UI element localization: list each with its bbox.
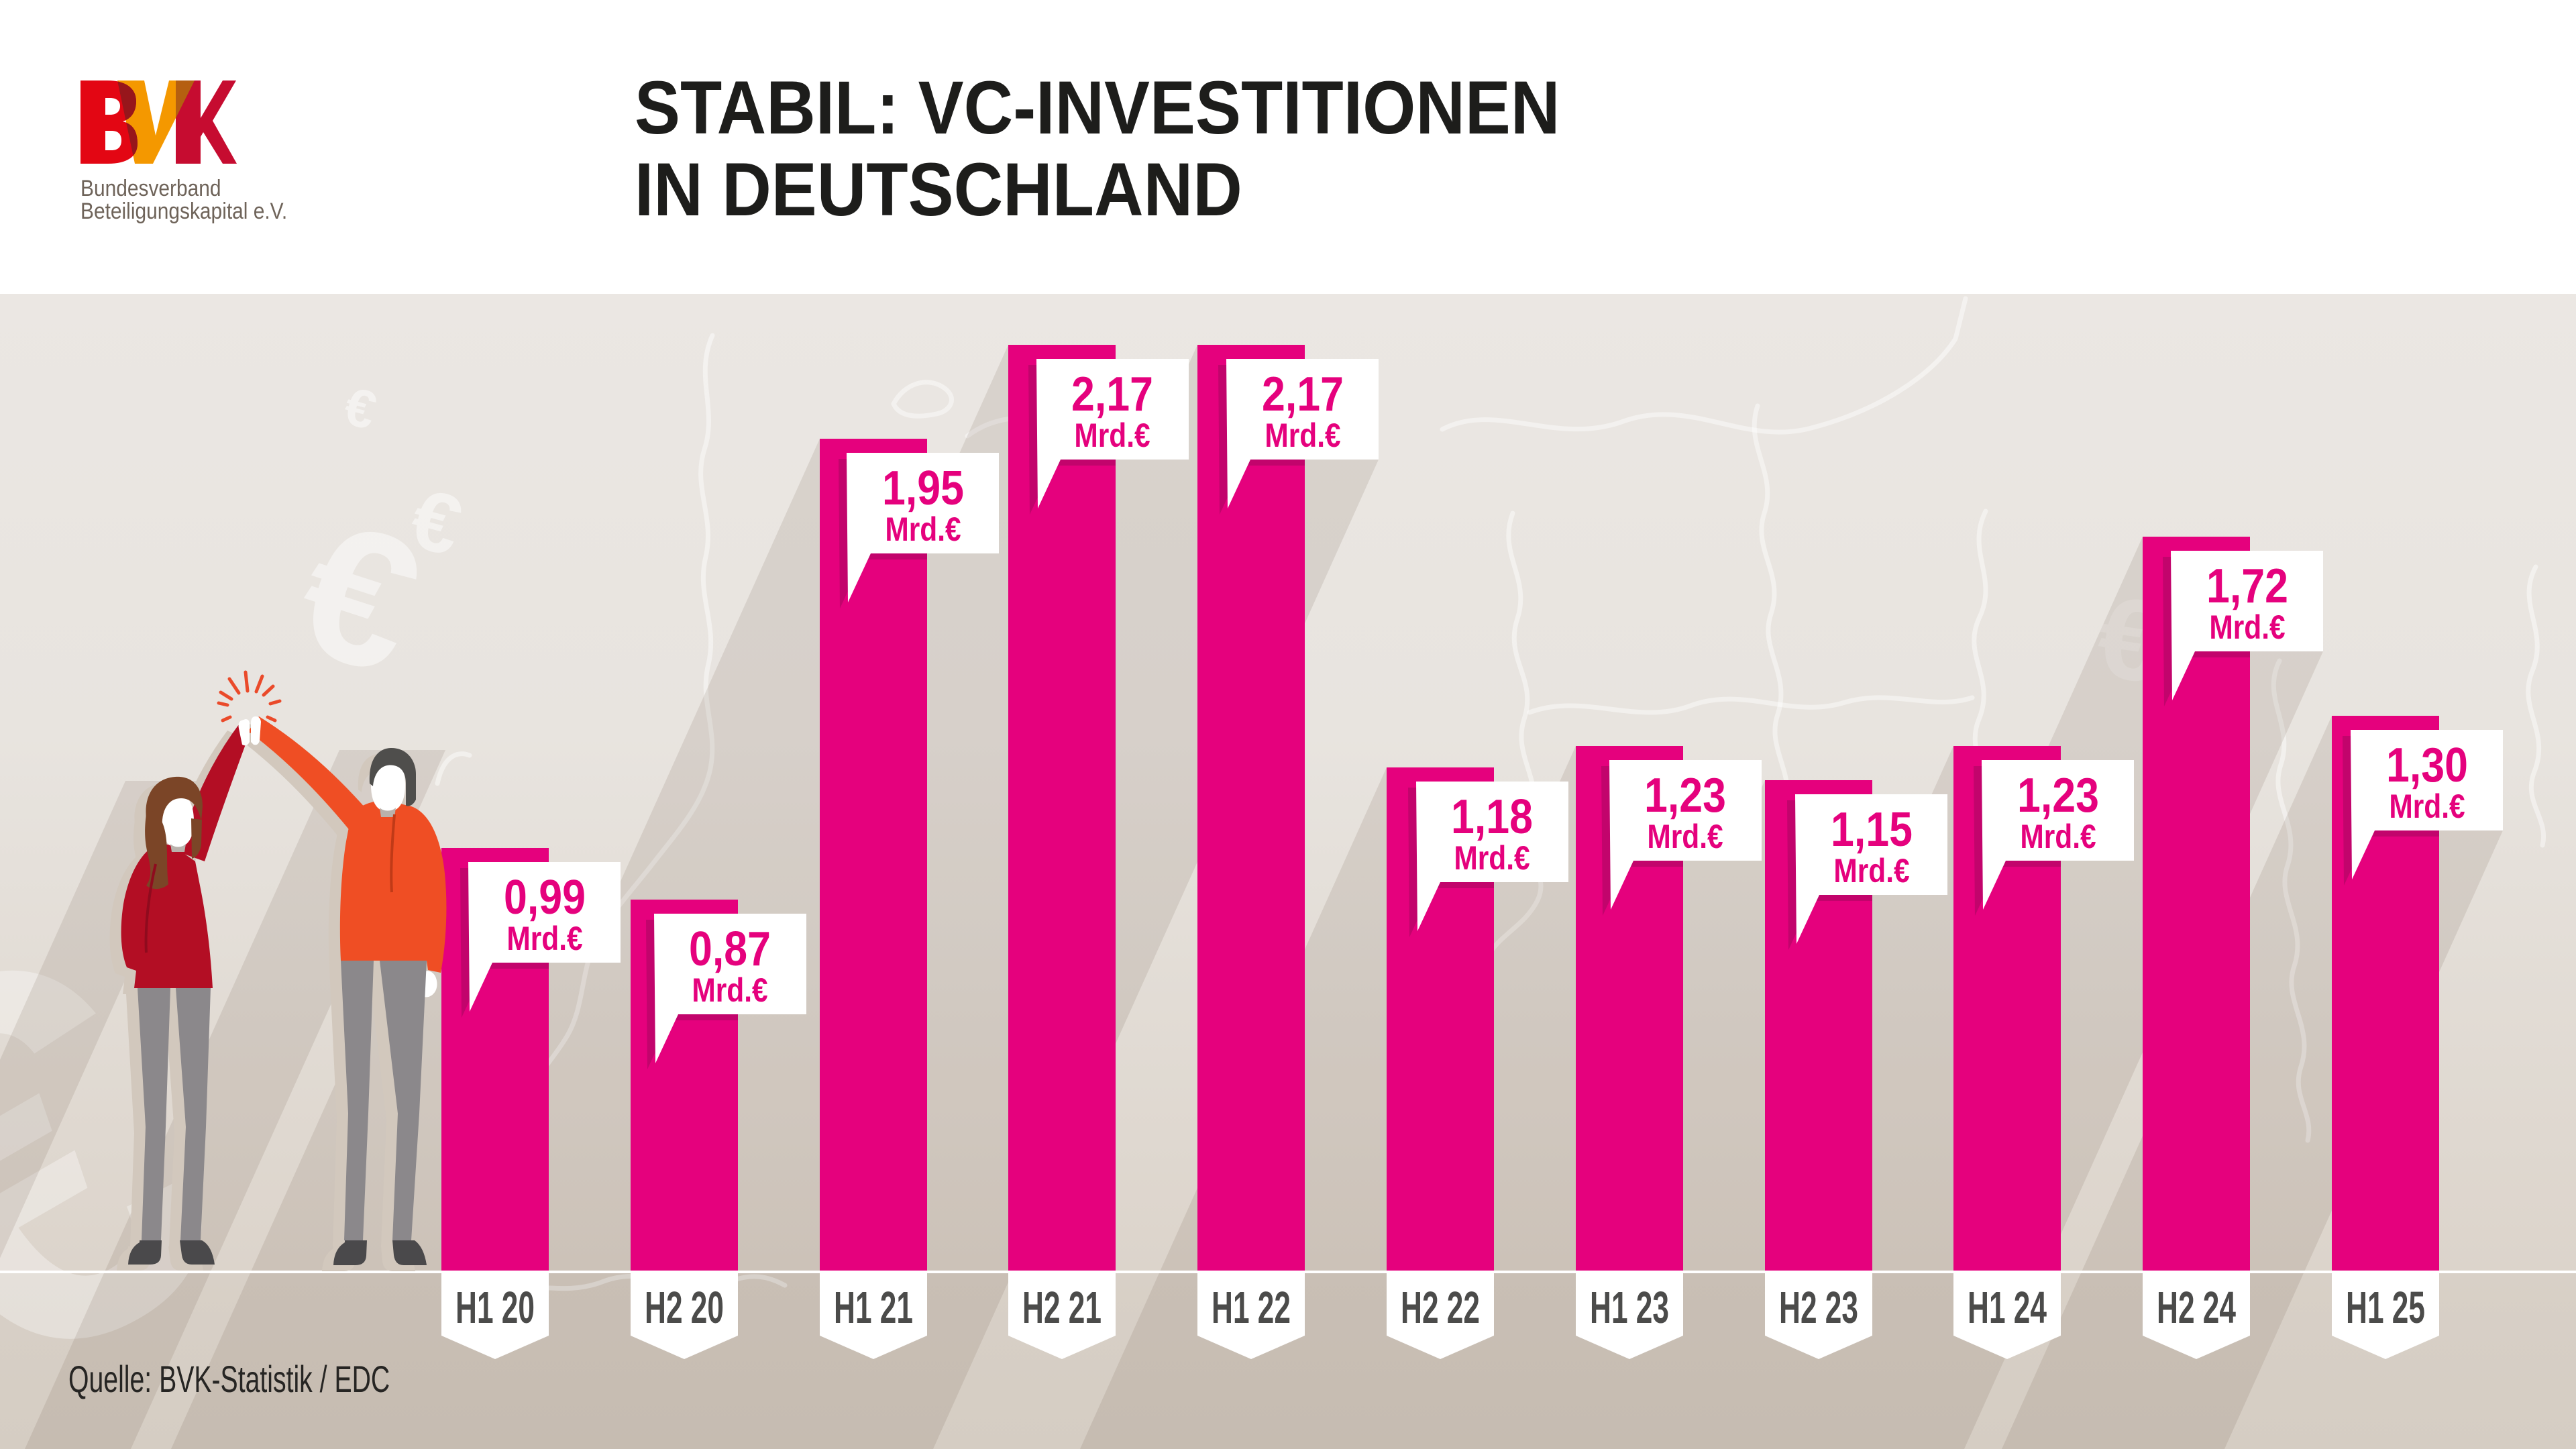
svg-text:Mrd.€: Mrd.€: [2020, 818, 2096, 855]
svg-text:Mrd.€: Mrd.€: [692, 971, 767, 1009]
svg-text:H1 22: H1 22: [1212, 1283, 1291, 1333]
svg-text:H2 24: H2 24: [2157, 1283, 2236, 1333]
svg-text:2,17: 2,17: [1262, 368, 1344, 421]
svg-text:Mrd.€: Mrd.€: [885, 511, 961, 548]
svg-text:Beteiligungskapital e.V.: Beteiligungskapital e.V.: [80, 198, 287, 223]
svg-text:Mrd.€: Mrd.€: [1074, 417, 1150, 454]
svg-text:2,17: 2,17: [1071, 368, 1153, 421]
svg-text:Quelle: BVK-Statistik / EDC: Quelle: BVK-Statistik / EDC: [68, 1358, 390, 1401]
svg-text:IN DEUTSCHLAND: IN DEUTSCHLAND: [635, 148, 1242, 232]
svg-text:H1 21: H1 21: [834, 1283, 913, 1333]
svg-text:Mrd.€: Mrd.€: [1647, 818, 1723, 855]
svg-text:1,23: 1,23: [1644, 769, 1726, 822]
svg-text:H1 20: H1 20: [455, 1283, 535, 1333]
svg-text:Bundesverband: Bundesverband: [80, 175, 221, 201]
svg-text:0,87: 0,87: [689, 922, 771, 976]
svg-text:Mrd.€: Mrd.€: [1454, 839, 1529, 877]
svg-text:H2 20: H2 20: [645, 1283, 724, 1333]
svg-text:H2 23: H2 23: [1779, 1283, 1858, 1333]
svg-text:1,95: 1,95: [882, 462, 964, 515]
svg-text:H2 21: H2 21: [1022, 1283, 1102, 1333]
svg-text:H1 25: H1 25: [2346, 1283, 2425, 1333]
svg-text:STABIL: VC-INVESTITIONEN: STABIL: VC-INVESTITIONEN: [635, 66, 1560, 150]
svg-text:1,72: 1,72: [2206, 559, 2288, 613]
svg-text:Mrd.€: Mrd.€: [2389, 788, 2465, 825]
svg-text:1,30: 1,30: [2386, 739, 2468, 792]
svg-text:Mrd.€: Mrd.€: [1265, 417, 1340, 454]
svg-text:0,99: 0,99: [504, 871, 586, 924]
svg-text:Mrd.€: Mrd.€: [506, 920, 582, 957]
svg-text:H1 23: H1 23: [1590, 1283, 1669, 1333]
svg-text:1,15: 1,15: [1831, 803, 1913, 857]
svg-text:1,18: 1,18: [1451, 790, 1533, 844]
svg-text:H2 22: H2 22: [1401, 1283, 1480, 1333]
svg-text:Mrd.€: Mrd.€: [2209, 608, 2285, 646]
svg-text:H1 24: H1 24: [1968, 1283, 2047, 1333]
svg-text:1,23: 1,23: [2017, 769, 2099, 822]
svg-text:Mrd.€: Mrd.€: [1833, 852, 1909, 890]
